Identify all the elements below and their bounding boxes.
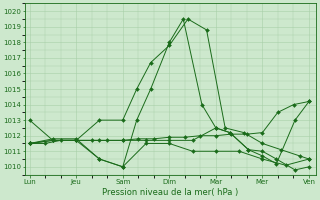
X-axis label: Pression niveau de la mer( hPa ): Pression niveau de la mer( hPa ) [102, 188, 239, 197]
